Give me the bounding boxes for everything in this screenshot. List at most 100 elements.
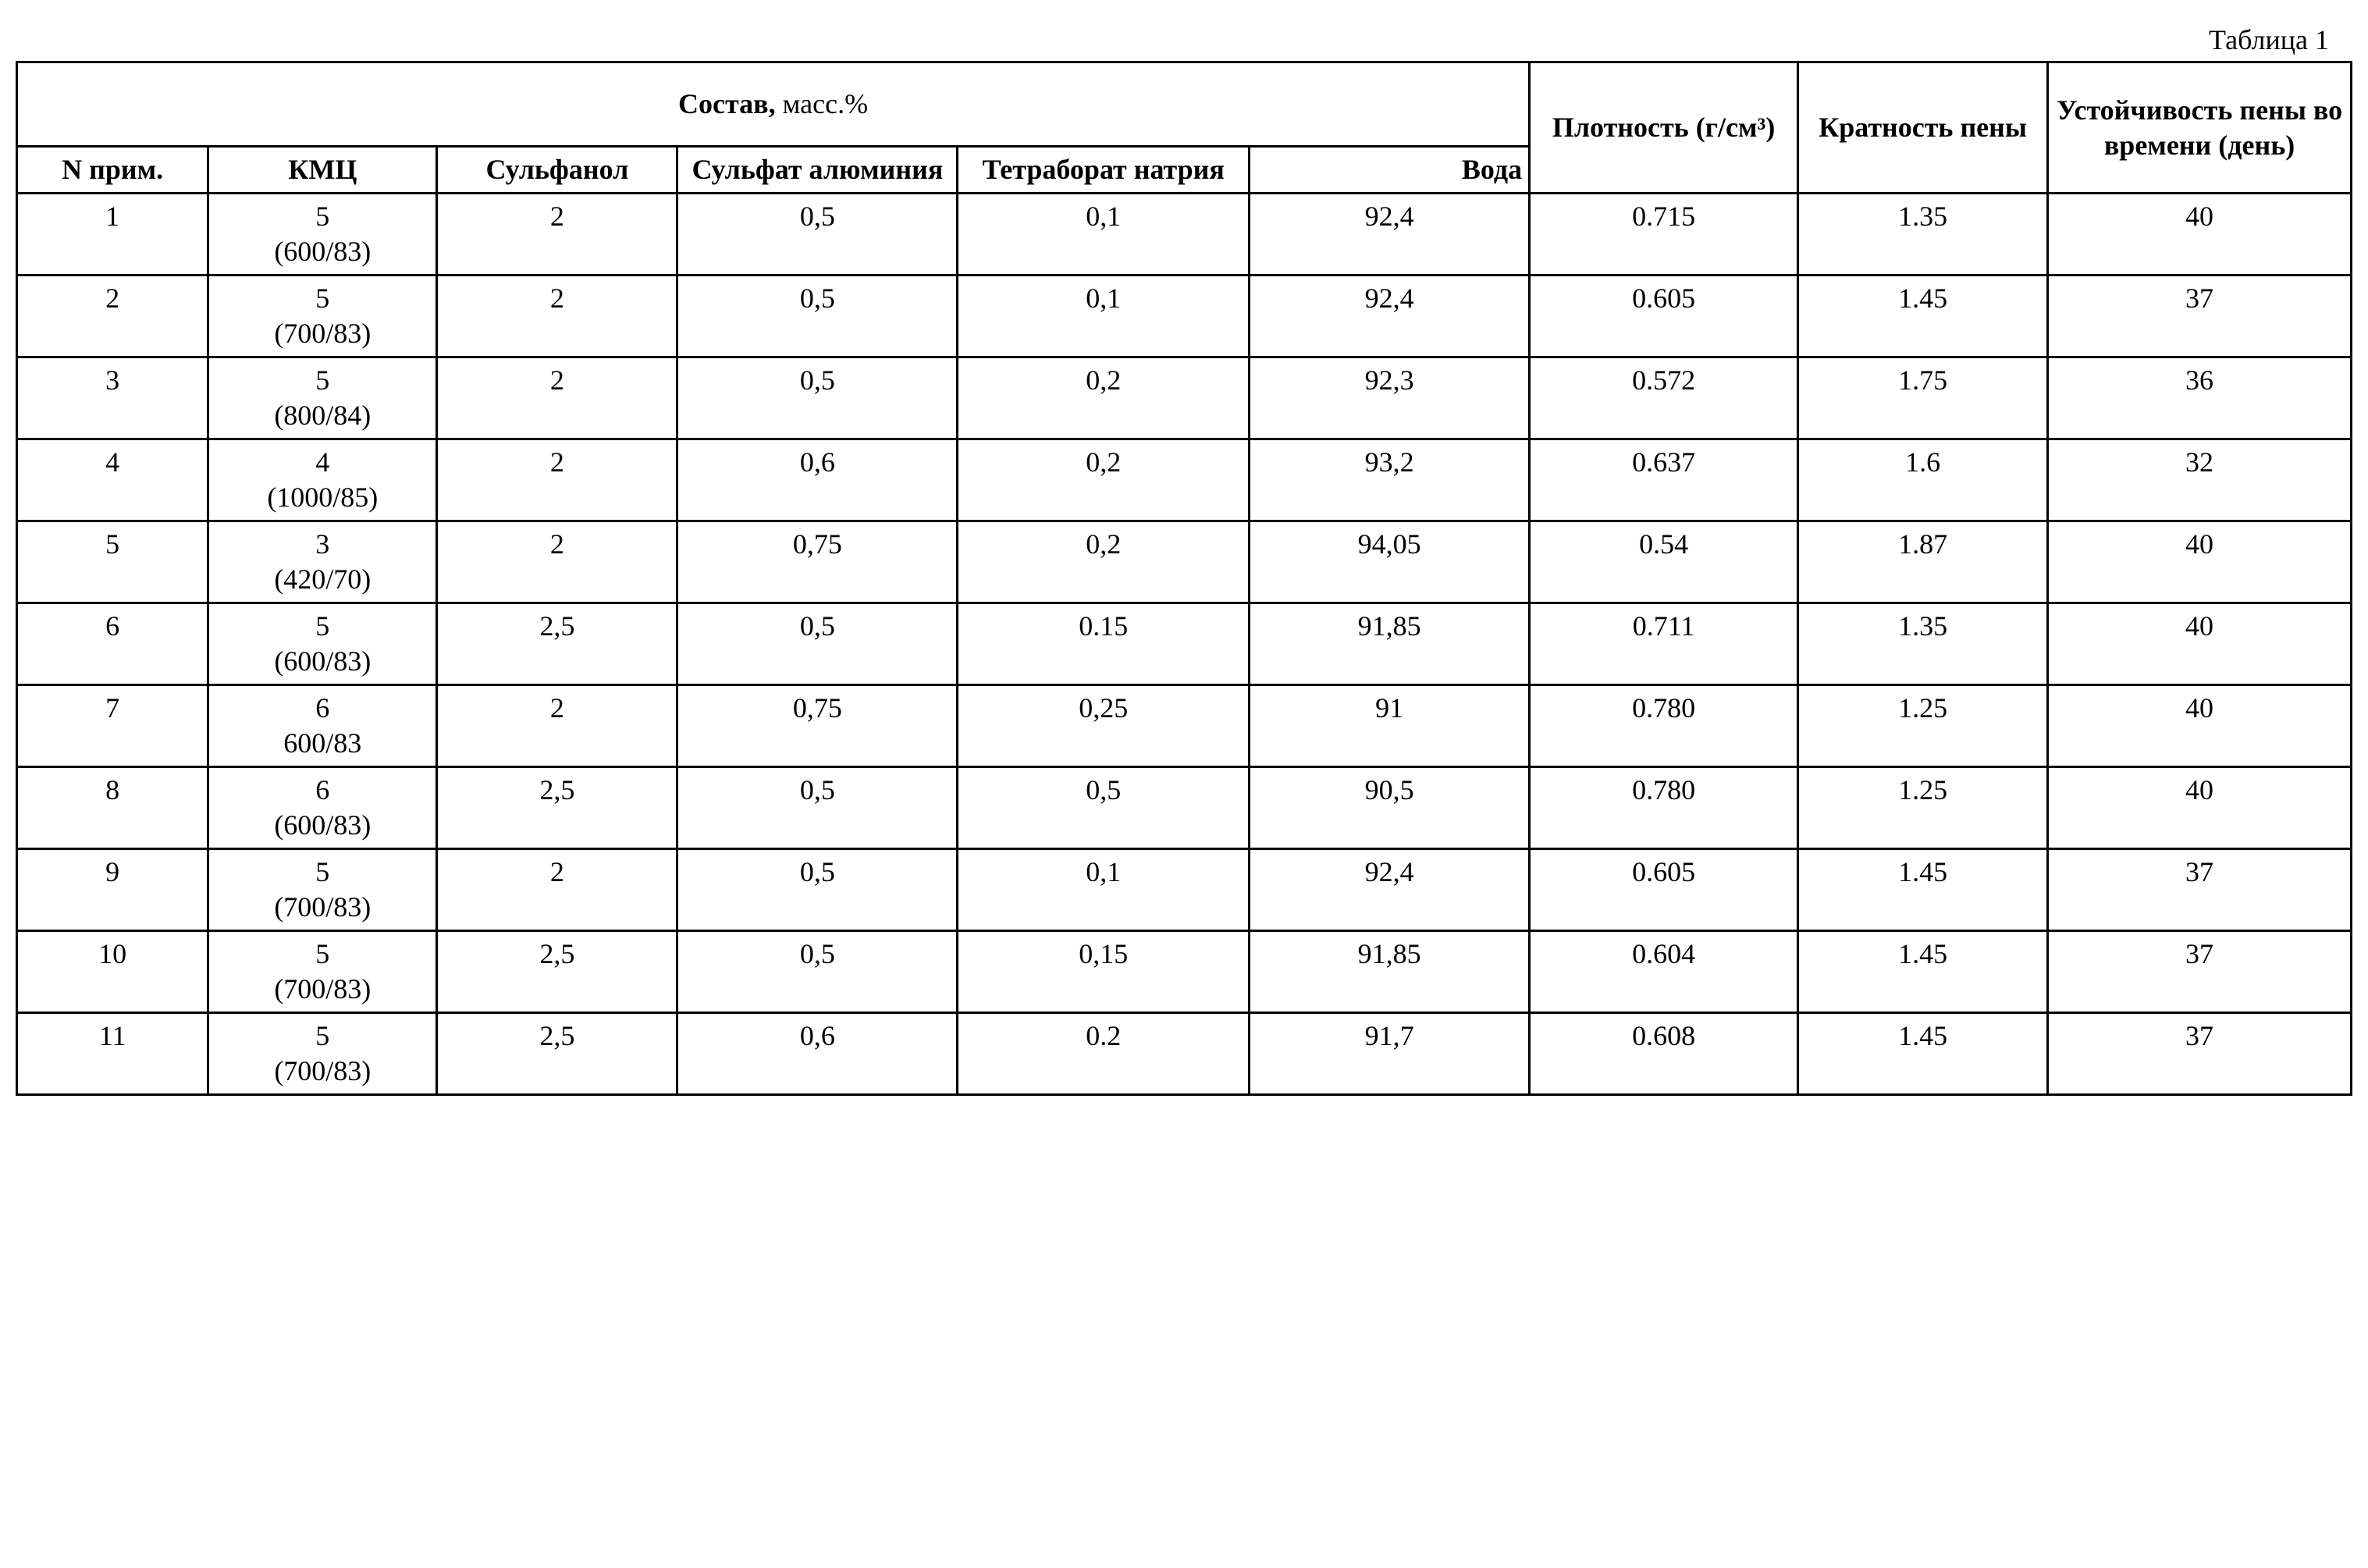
cell-foam_ratio: 1.25: [1798, 767, 2048, 849]
cell-na_tetraborate: 0,2: [958, 439, 1250, 521]
table-row: 105 (700/83)2,50,50,1591,850.6041.4537: [17, 931, 2352, 1013]
cell-density: 0.711: [1530, 603, 1798, 685]
cell-sulfanol: 2: [437, 685, 677, 767]
cell-kmts: 6 (600/83): [208, 767, 437, 849]
header-density: Плотность (г/см³): [1530, 62, 1798, 194]
table-header: Состав, масс.% Плотность (г/см³) Кратнос…: [17, 62, 2352, 194]
header-sulfanol: Сульфанол: [437, 147, 677, 194]
cell-sulfanol: 2: [437, 357, 677, 439]
cell-foam_ratio: 1.45: [1798, 849, 2048, 931]
cell-density: 0.715: [1530, 194, 1798, 276]
cell-na_tetraborate: 0,15: [958, 931, 1250, 1013]
cell-na_tetraborate: 0.2: [958, 1013, 1250, 1095]
cell-n: 8: [17, 767, 208, 849]
cell-al_sulfate: 0,5: [677, 931, 958, 1013]
cell-na_tetraborate: 0,25: [958, 685, 1250, 767]
cell-n: 4: [17, 439, 208, 521]
cell-density: 0.605: [1530, 849, 1798, 931]
cell-kmts: 3 (420/70): [208, 521, 437, 603]
cell-foam_ratio: 1.45: [1798, 1013, 2048, 1095]
cell-water: 92,3: [1250, 357, 1530, 439]
cell-sulfanol: 2: [437, 194, 677, 276]
header-composition-rest: масс.%: [776, 88, 868, 119]
cell-water: 91: [1250, 685, 1530, 767]
cell-foam_ratio: 1.87: [1798, 521, 2048, 603]
cell-al_sulfate: 0,75: [677, 521, 958, 603]
cell-water: 93,2: [1250, 439, 1530, 521]
cell-water: 92,4: [1250, 849, 1530, 931]
cell-stability: 40: [2048, 685, 2352, 767]
header-stability: Устойчивость пены во времени (день): [2048, 62, 2352, 194]
cell-kmts: 5 (700/83): [208, 1013, 437, 1095]
cell-density: 0.780: [1530, 767, 1798, 849]
cell-stability: 32: [2048, 439, 2352, 521]
cell-foam_ratio: 1.35: [1798, 603, 2048, 685]
table-header-row-1: Состав, масс.% Плотность (г/см³) Кратнос…: [17, 62, 2352, 147]
table-row: 86 (600/83)2,50,50,590,50.7801.2540: [17, 767, 2352, 849]
header-water: Вода: [1250, 147, 1530, 194]
cell-sulfanol: 2: [437, 276, 677, 357]
cell-n: 3: [17, 357, 208, 439]
cell-sulfanol: 2,5: [437, 931, 677, 1013]
header-al-sulfate: Сульфат алюминия: [677, 147, 958, 194]
cell-stability: 40: [2048, 521, 2352, 603]
header-foam-ratio: Кратность пены: [1798, 62, 2048, 194]
header-composition: Состав, масс.%: [17, 62, 1530, 147]
cell-sulfanol: 2: [437, 439, 677, 521]
cell-kmts: 5 (700/83): [208, 931, 437, 1013]
cell-density: 0.637: [1530, 439, 1798, 521]
cell-kmts: 4 (1000/85): [208, 439, 437, 521]
cell-stability: 37: [2048, 931, 2352, 1013]
cell-stability: 40: [2048, 767, 2352, 849]
cell-al_sulfate: 0,5: [677, 849, 958, 931]
cell-density: 0.608: [1530, 1013, 1798, 1095]
header-kmts: КМЦ: [208, 147, 437, 194]
cell-n: 7: [17, 685, 208, 767]
cell-sulfanol: 2,5: [437, 767, 677, 849]
cell-stability: 36: [2048, 357, 2352, 439]
cell-stability: 37: [2048, 849, 2352, 931]
cell-n: 6: [17, 603, 208, 685]
table-row: 115 (700/83)2,50,60.291,70.6081.4537: [17, 1013, 2352, 1095]
table-row: 65 (600/83)2,50,50.1591,850.7111.3540: [17, 603, 2352, 685]
cell-sulfanol: 2: [437, 521, 677, 603]
header-na-tetraborate: Тетраборат натрия: [958, 147, 1250, 194]
cell-kmts: 5 (600/83): [208, 194, 437, 276]
cell-na_tetraborate: 0,1: [958, 276, 1250, 357]
table-row: 95 (700/83)20,50,192,40.6051.4537: [17, 849, 2352, 931]
cell-foam_ratio: 1.45: [1798, 931, 2048, 1013]
cell-al_sulfate: 0,75: [677, 685, 958, 767]
table-row: 25 (700/83)20,50,192,40.6051.4537: [17, 276, 2352, 357]
table-body: 15 (600/83)20,50,192,40.7151.354025 (700…: [17, 194, 2352, 1095]
cell-na_tetraborate: 0,1: [958, 849, 1250, 931]
cell-density: 0.572: [1530, 357, 1798, 439]
cell-foam_ratio: 1.25: [1798, 685, 2048, 767]
cell-na_tetraborate: 0,1: [958, 194, 1250, 276]
cell-foam_ratio: 1.45: [1798, 276, 2048, 357]
cell-al_sulfate: 0,5: [677, 767, 958, 849]
data-table: Состав, масс.% Плотность (г/см³) Кратнос…: [16, 61, 2352, 1096]
cell-density: 0.604: [1530, 931, 1798, 1013]
cell-foam_ratio: 1.35: [1798, 194, 2048, 276]
cell-n: 5: [17, 521, 208, 603]
cell-water: 92,4: [1250, 276, 1530, 357]
cell-sulfanol: 2,5: [437, 1013, 677, 1095]
cell-stability: 40: [2048, 194, 2352, 276]
cell-na_tetraborate: 0,5: [958, 767, 1250, 849]
cell-stability: 37: [2048, 276, 2352, 357]
cell-sulfanol: 2,5: [437, 603, 677, 685]
cell-na_tetraborate: 0,2: [958, 521, 1250, 603]
cell-density: 0.54: [1530, 521, 1798, 603]
cell-n: 9: [17, 849, 208, 931]
cell-kmts: 5 (800/84): [208, 357, 437, 439]
cell-density: 0.605: [1530, 276, 1798, 357]
cell-water: 94,05: [1250, 521, 1530, 603]
table-row: 76 600/8320,750,25910.7801.2540: [17, 685, 2352, 767]
cell-na_tetraborate: 0.15: [958, 603, 1250, 685]
header-composition-bold: Состав,: [678, 88, 776, 119]
cell-na_tetraborate: 0,2: [958, 357, 1250, 439]
cell-water: 91,7: [1250, 1013, 1530, 1095]
cell-al_sulfate: 0,6: [677, 1013, 958, 1095]
cell-n: 11: [17, 1013, 208, 1095]
cell-stability: 40: [2048, 603, 2352, 685]
